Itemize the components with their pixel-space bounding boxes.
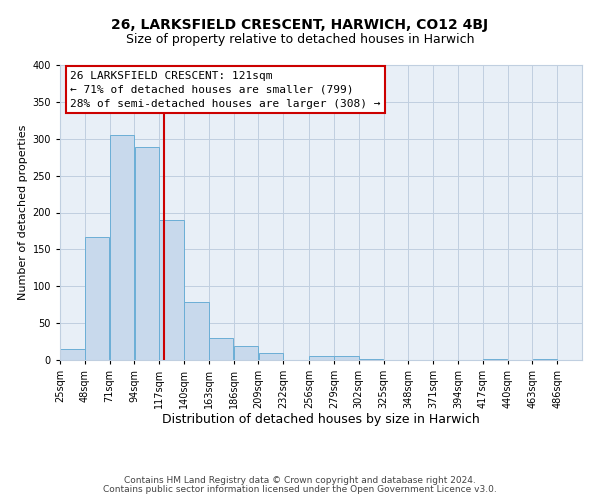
Bar	[160, 220, 184, 360]
Bar	[184, 302, 209, 360]
Bar	[134, 147, 159, 360]
Text: Contains public sector information licensed under the Open Government Licence v3: Contains public sector information licen…	[103, 485, 497, 494]
Bar	[309, 356, 334, 360]
Text: Size of property relative to detached houses in Harwich: Size of property relative to detached ho…	[126, 32, 474, 46]
Y-axis label: Number of detached properties: Number of detached properties	[18, 125, 28, 300]
Bar	[60, 349, 85, 360]
Text: 26 LARKSFIELD CRESCENT: 121sqm
← 71% of detached houses are smaller (799)
28% of: 26 LARKSFIELD CRESCENT: 121sqm ← 71% of …	[70, 71, 381, 109]
Bar	[334, 356, 359, 360]
Text: Contains HM Land Registry data © Crown copyright and database right 2024.: Contains HM Land Registry data © Crown c…	[124, 476, 476, 485]
Bar	[483, 358, 508, 360]
Bar	[259, 352, 283, 360]
Bar	[234, 346, 258, 360]
Bar	[110, 135, 134, 360]
Bar	[209, 338, 233, 360]
Bar	[85, 237, 109, 360]
Bar	[533, 358, 557, 360]
X-axis label: Distribution of detached houses by size in Harwich: Distribution of detached houses by size …	[162, 412, 480, 426]
Text: 26, LARKSFIELD CRESCENT, HARWICH, CO12 4BJ: 26, LARKSFIELD CRESCENT, HARWICH, CO12 4…	[112, 18, 488, 32]
